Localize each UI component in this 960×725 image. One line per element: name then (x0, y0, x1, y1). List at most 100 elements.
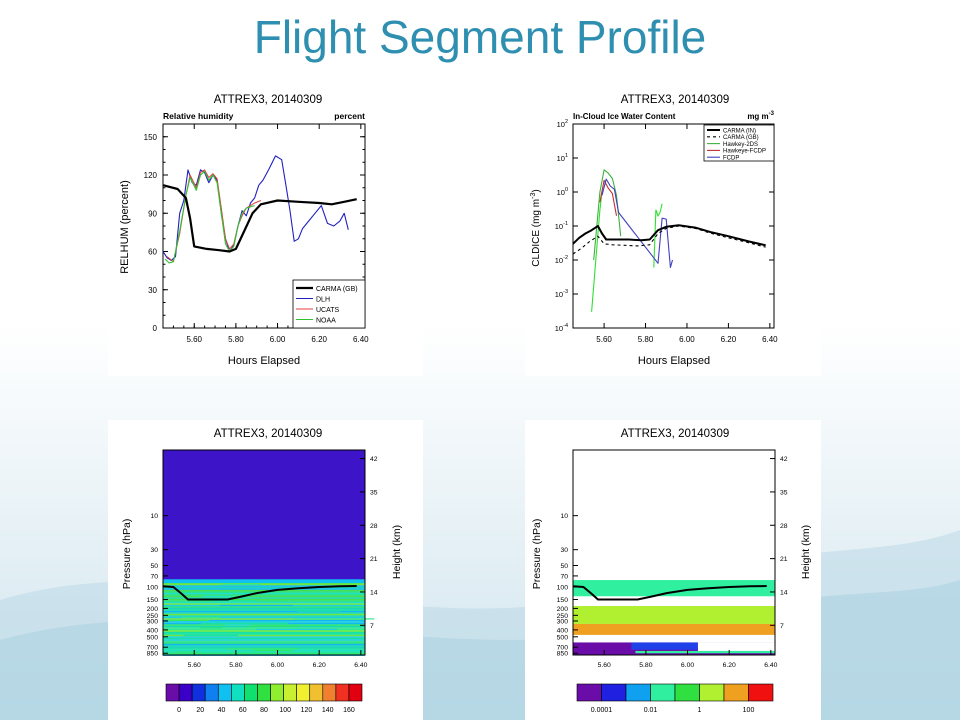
curtain-fill-streak (256, 628, 338, 631)
curtain-fill-streak (181, 616, 221, 619)
legend-label: NOAA (316, 318, 336, 325)
curtain-tropopause-band (163, 579, 365, 584)
curtain-fill-band (163, 639, 365, 641)
y-axis-label: RELHUM (percent) (119, 180, 131, 274)
x-tick-label: 6.20 (313, 662, 326, 669)
curtain-fill-band (163, 621, 365, 623)
y-tick-right-label: 35 (780, 489, 788, 496)
legend-label: Hawkeye-FCDP (723, 149, 766, 155)
colorbar-swatch (748, 683, 774, 702)
legend-label: DLH (316, 297, 330, 304)
curtain-fill-band (163, 643, 365, 646)
chart-title: ATTREX3, 20140309 (621, 428, 729, 440)
y-tick-exponent: 0 (565, 187, 568, 193)
plot-area: 5.60 5.80 6.00 6.20 6.40 0 30 60 90 120 150 CARMA (… (144, 123, 369, 344)
x-axis-label: Hours Elapsed (638, 355, 710, 367)
curtain-fill-streak (180, 592, 232, 595)
curtain-fill-band (163, 592, 365, 595)
chart-subtitle-left: In-Cloud Ice Water Content (573, 112, 676, 121)
colorbar-label: 1 (698, 707, 702, 714)
curtain-fill-streak (219, 604, 293, 607)
colorbar-swatch (217, 683, 232, 702)
chart-title: ATTREX3, 20140309 (621, 94, 729, 106)
y-tick-label: 10 (150, 513, 158, 520)
colorbar-swatch (348, 683, 363, 702)
y-axis-label-end: ) (531, 189, 542, 192)
curtain-fill-streak (253, 649, 293, 652)
x-tick-label: 6.20 (311, 335, 327, 344)
series-line (572, 225, 766, 255)
y-tick-label: 150 (147, 597, 159, 604)
y-tick-base: 10 (557, 120, 565, 129)
curtain-fill-band (573, 606, 775, 624)
y-tick-label: 850 (147, 651, 159, 658)
cldice-curtain: ATTREX3, 20140309 Pressure (hPa) Height … (531, 428, 812, 714)
x-tick-label: 5.80 (229, 662, 242, 669)
y-axis-label-sup: -3 (530, 193, 537, 199)
x-tick-label: 6.20 (721, 335, 737, 344)
curtain-fill-band (163, 594, 365, 596)
colorbar-swatch (231, 683, 245, 702)
curtain-fill-band (163, 582, 365, 584)
y-tick-exponent: -1 (563, 221, 568, 227)
x-tick-label: 6.40 (764, 662, 777, 669)
y-tick-label: 102 (557, 119, 568, 129)
relhum-chart: ATTREX3, 20140309 Relative humidity perc… (119, 94, 369, 367)
y-tick-label: 700 (147, 645, 159, 652)
y-tick-right-label: 21 (780, 556, 788, 563)
plot-area: 5.60 5.80 6.00 6.20 6.4010-410-310-210-11001… (555, 119, 778, 344)
curtain-fill-band (163, 609, 365, 611)
curtain-fill-band (163, 613, 365, 616)
x-tick-label: 6.00 (271, 662, 284, 669)
curtain-fill-band (163, 607, 365, 610)
y-tick-label: 500 (557, 634, 569, 641)
curtain-fill-band (163, 589, 365, 592)
colorbar-label: 0.0001 (591, 707, 613, 714)
cldice-chart: ATTREX3, 20140309 In-Cloud Ice Water Con… (530, 94, 778, 367)
y-tick-label: 10-2 (555, 255, 568, 265)
x-tick-label: 6.00 (270, 335, 286, 344)
colorbar-swatch (601, 683, 627, 702)
curtain-fill-streak (225, 624, 252, 626)
x-tick-label: 5.60 (188, 662, 201, 669)
colorbar-swatch (322, 683, 337, 702)
curtain-fill-streak (202, 595, 235, 598)
y-tick-right-label: 28 (780, 523, 788, 530)
y-tick-label: 30 (148, 286, 157, 295)
y-tick-label: 400 (147, 627, 159, 634)
colorbar-swatch (257, 683, 271, 702)
curtain-fill-band (163, 631, 365, 634)
curtain-fill-band (163, 652, 365, 655)
curtain-fill-band (163, 640, 365, 643)
y-tick-base: 10 (555, 256, 563, 265)
curtain-fill-band (631, 642, 698, 650)
curtain-fill-streak (221, 583, 262, 586)
colorbar-label: 120 (301, 707, 313, 714)
curtain-fill-band (163, 615, 365, 617)
y-tick-right-label: 7 (780, 623, 784, 630)
series-line (572, 224, 766, 247)
y-tick-exponent: 1 (565, 153, 568, 159)
colorbar-swatch (699, 683, 725, 702)
plot-frame (572, 449, 776, 656)
curtain-fill-band (163, 636, 365, 638)
y-tick-right-label: 7 (370, 623, 374, 630)
curtain-fill-band (163, 603, 365, 605)
y-tick-label: 300 (147, 618, 159, 625)
curtain-fill-band (163, 616, 365, 619)
y-tick-label: 200 (557, 606, 569, 613)
curtain-fill-band (163, 637, 365, 640)
series-line (593, 169, 622, 261)
chart-title: ATTREX3, 20140309 (214, 94, 322, 106)
y-tick-label: 10-3 (555, 289, 568, 299)
y-tick-right-label: 14 (780, 589, 788, 596)
x-tick-label: 6.40 (762, 335, 778, 344)
x-tick-label: 5.60 (186, 335, 202, 344)
curtain-fill-streak (246, 625, 299, 628)
legend-label: FCDP (723, 156, 739, 162)
flight-track (162, 585, 357, 601)
y-tick-base: 10 (557, 188, 565, 197)
colorbar-label: 80 (260, 707, 268, 714)
curtain-fill-band (163, 583, 365, 586)
